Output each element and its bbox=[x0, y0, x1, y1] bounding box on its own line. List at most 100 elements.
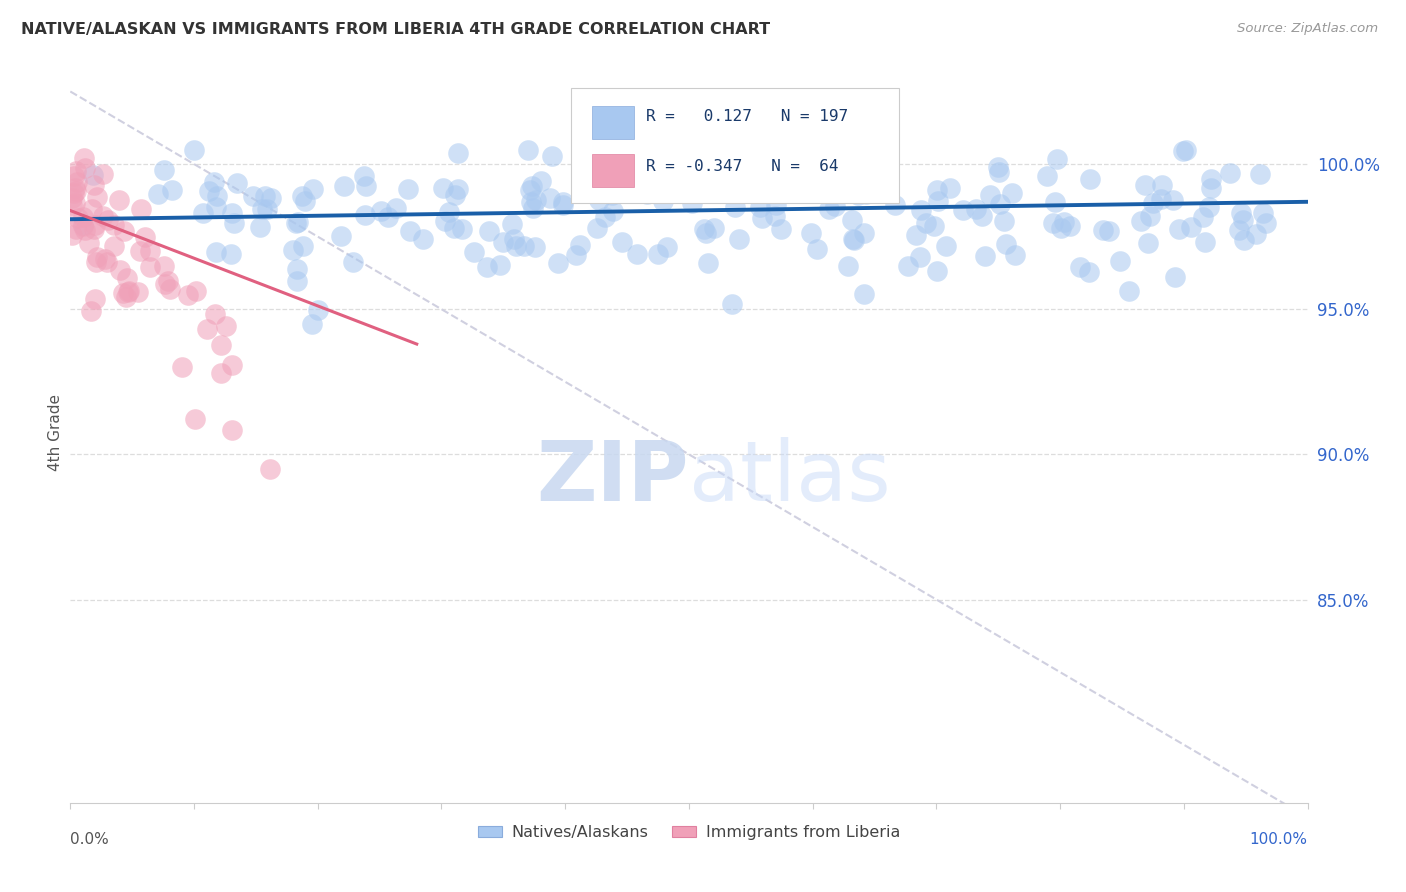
FancyBboxPatch shape bbox=[592, 106, 634, 138]
Point bbox=[60, 198, 83, 212]
Point bbox=[988, 197, 1011, 211]
Point bbox=[475, 260, 498, 274]
Point bbox=[285, 261, 308, 276]
Point bbox=[1227, 223, 1250, 237]
Point bbox=[832, 169, 855, 184]
Point bbox=[1142, 196, 1164, 211]
Point bbox=[1049, 221, 1071, 235]
Point bbox=[588, 194, 610, 208]
Point bbox=[118, 285, 141, 299]
Point bbox=[222, 216, 245, 230]
Point bbox=[65, 184, 87, 198]
Point bbox=[138, 260, 160, 274]
Point bbox=[851, 177, 873, 191]
Point bbox=[501, 217, 523, 231]
Point bbox=[1098, 224, 1121, 238]
Point bbox=[994, 236, 1017, 251]
Point bbox=[979, 187, 1001, 202]
Point bbox=[250, 202, 273, 216]
Point bbox=[478, 224, 501, 238]
Point bbox=[600, 187, 623, 202]
Point bbox=[520, 179, 543, 194]
Point bbox=[152, 162, 174, 177]
Point bbox=[110, 263, 132, 277]
Point bbox=[765, 197, 787, 211]
Point bbox=[1092, 223, 1115, 237]
Point bbox=[256, 202, 278, 217]
Point bbox=[922, 219, 945, 234]
Point bbox=[67, 211, 90, 226]
Point bbox=[837, 259, 859, 273]
Point bbox=[852, 287, 875, 301]
Point bbox=[692, 186, 714, 201]
Point bbox=[107, 193, 129, 207]
Point bbox=[640, 175, 662, 189]
Point bbox=[86, 250, 108, 264]
Point bbox=[1230, 206, 1253, 220]
Point bbox=[152, 259, 174, 273]
Point bbox=[156, 274, 179, 288]
Point bbox=[83, 178, 105, 192]
Point bbox=[855, 186, 877, 201]
Point bbox=[841, 232, 863, 246]
Point bbox=[749, 200, 772, 214]
Point bbox=[443, 221, 465, 235]
Point bbox=[97, 213, 120, 227]
Point bbox=[1198, 200, 1220, 214]
Point bbox=[779, 171, 801, 186]
Point bbox=[96, 255, 118, 269]
Point bbox=[65, 222, 87, 236]
Point bbox=[1130, 213, 1153, 227]
Point bbox=[377, 210, 399, 224]
FancyBboxPatch shape bbox=[592, 154, 634, 186]
Point bbox=[134, 230, 156, 244]
Point bbox=[138, 244, 160, 259]
Point bbox=[184, 284, 207, 298]
Point bbox=[353, 169, 375, 184]
Point bbox=[593, 210, 616, 224]
Point bbox=[83, 221, 105, 235]
Point bbox=[219, 246, 242, 260]
Point bbox=[1168, 222, 1191, 236]
Point bbox=[519, 194, 541, 209]
Point bbox=[925, 264, 948, 278]
Point bbox=[987, 165, 1010, 179]
Point bbox=[353, 208, 375, 222]
Point bbox=[447, 145, 470, 160]
Legend: Natives/Alaskans, Immigrants from Liberia: Natives/Alaskans, Immigrants from Liberi… bbox=[471, 819, 907, 847]
Point bbox=[221, 423, 243, 437]
Text: 0.0%: 0.0% bbox=[70, 832, 110, 847]
Point bbox=[987, 160, 1010, 174]
Point bbox=[626, 247, 648, 261]
Point bbox=[77, 236, 100, 251]
Point bbox=[1251, 206, 1274, 220]
Point bbox=[1246, 227, 1268, 242]
Point bbox=[65, 163, 87, 178]
Point bbox=[129, 202, 152, 216]
Point bbox=[724, 200, 747, 214]
Point bbox=[800, 226, 823, 240]
Point bbox=[1004, 248, 1026, 262]
Point bbox=[853, 227, 876, 241]
Point bbox=[935, 238, 957, 252]
Point bbox=[385, 201, 408, 215]
Point bbox=[1078, 265, 1101, 279]
Point bbox=[94, 252, 117, 266]
Text: 100.0%: 100.0% bbox=[1250, 832, 1308, 847]
Point bbox=[198, 184, 221, 198]
Point bbox=[721, 297, 744, 311]
Point bbox=[681, 195, 703, 210]
Point bbox=[291, 239, 314, 253]
Point bbox=[652, 194, 675, 208]
Point bbox=[153, 277, 176, 292]
Point bbox=[84, 218, 107, 232]
Point bbox=[127, 285, 149, 299]
Point bbox=[568, 238, 591, 252]
Point bbox=[927, 194, 949, 208]
Point bbox=[75, 161, 97, 175]
Point bbox=[806, 242, 828, 256]
Point bbox=[65, 196, 87, 211]
Point bbox=[846, 188, 869, 202]
Point bbox=[970, 209, 993, 223]
Point bbox=[437, 205, 460, 219]
